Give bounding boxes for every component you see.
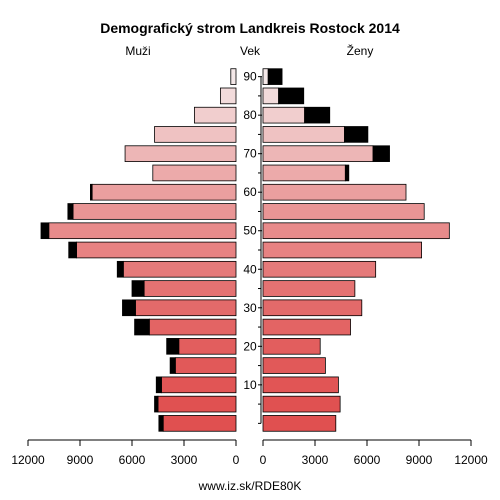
women-surplus-65-69 xyxy=(344,164,350,182)
women-x-tick-label: 12000 xyxy=(454,453,488,467)
men-surplus-10-14 xyxy=(155,376,162,394)
women-bar-25-29 xyxy=(262,318,351,336)
women-bar-50-54 xyxy=(262,222,450,240)
men-surplus-40-44 xyxy=(116,260,124,278)
men-bar-40-44 xyxy=(122,260,237,278)
women-bar-40-44 xyxy=(262,260,377,278)
men-surplus-45-49 xyxy=(68,241,77,259)
men-surplus-55-59 xyxy=(67,203,74,220)
women-bar-80-84 xyxy=(262,106,305,124)
men-surplus-15-19 xyxy=(169,357,176,374)
women-bar-60-64 xyxy=(262,183,407,201)
women-bar-85-89 xyxy=(262,87,280,105)
age-tick-label: 10 xyxy=(243,378,257,392)
women-surplus-80-84 xyxy=(304,106,331,124)
women-bar-45-49 xyxy=(262,241,423,259)
men-bar-70-74 xyxy=(124,145,237,162)
women-bar-20-24 xyxy=(262,338,321,355)
women-x-tick-label: 0 xyxy=(260,453,267,467)
men-bar-50-54 xyxy=(48,222,237,240)
women-bar-90+ xyxy=(262,68,269,85)
chart-title: Demografický strom Landkreis Rostock 201… xyxy=(100,20,400,36)
women-surplus-90+ xyxy=(267,68,283,85)
women-bar-55-59 xyxy=(262,203,425,220)
men-bar-75-79 xyxy=(154,126,237,143)
women-label: Ženy xyxy=(347,43,374,58)
men-surplus-60-64 xyxy=(90,183,93,201)
men-bar-55-59 xyxy=(72,203,237,220)
men-bars xyxy=(40,68,237,432)
men-bar-90+ xyxy=(230,68,237,85)
age-axis-label: Vek xyxy=(240,44,261,58)
age-tick-label: 70 xyxy=(243,147,257,161)
women-surplus-75-79 xyxy=(344,126,369,143)
men-bar-35-39 xyxy=(143,280,237,297)
women-bar-0-4 xyxy=(262,415,337,432)
women-bar-65-69 xyxy=(262,164,346,182)
men-x-tick-label: 12000 xyxy=(11,453,45,467)
women-bars xyxy=(262,68,450,432)
women-surplus-85-89 xyxy=(278,87,305,105)
women-x-tick-label: 6000 xyxy=(354,453,381,467)
footer-url: www.iz.sk/RDE80K xyxy=(198,479,302,493)
men-surplus-0-4 xyxy=(158,415,164,432)
men-x-tick-label: 3000 xyxy=(171,453,198,467)
men-x-tick-label: 6000 xyxy=(119,453,146,467)
men-surplus-50-54 xyxy=(40,222,50,240)
men-x-tick-label: 0 xyxy=(233,453,240,467)
men-surplus-20-24 xyxy=(166,338,180,355)
men-surplus-30-34 xyxy=(122,299,136,317)
men-bar-80-84 xyxy=(193,106,237,124)
women-bar-75-79 xyxy=(262,126,345,143)
age-tick-label: 50 xyxy=(243,224,257,238)
women-bar-5-9 xyxy=(262,395,341,413)
age-tick-label: 20 xyxy=(243,339,257,353)
men-x-tick-label: 9000 xyxy=(67,453,94,467)
age-tick-label: 90 xyxy=(243,70,257,84)
men-surplus-25-29 xyxy=(134,318,150,336)
men-surplus-35-39 xyxy=(131,280,145,297)
age-tick-label: 80 xyxy=(243,108,257,122)
men-label: Muži xyxy=(125,44,150,58)
axes: 10 20 30 40 50 60 70 80 90 12000 9000 6000 3000 0 0 300… xyxy=(11,70,488,467)
age-tick-label: 40 xyxy=(243,262,257,276)
women-bar-35-39 xyxy=(262,280,356,297)
men-bar-5-9 xyxy=(157,395,237,413)
women-surplus-70-74 xyxy=(372,145,390,162)
men-bar-25-29 xyxy=(148,318,237,336)
men-bar-65-69 xyxy=(152,164,237,182)
women-bar-15-19 xyxy=(262,357,326,374)
men-surplus-5-9 xyxy=(154,395,159,413)
men-bar-30-34 xyxy=(135,299,237,317)
women-bar-30-34 xyxy=(262,299,363,317)
women-x-tick-label: 3000 xyxy=(302,453,329,467)
men-bar-85-89 xyxy=(219,87,237,105)
women-x-tick-label: 9000 xyxy=(406,453,433,467)
age-tick-label: 60 xyxy=(243,185,257,199)
men-bar-0-4 xyxy=(162,415,237,432)
men-bar-45-49 xyxy=(76,241,237,259)
men-bar-15-19 xyxy=(174,357,237,374)
women-bar-70-74 xyxy=(262,145,374,162)
men-bar-20-24 xyxy=(178,338,237,355)
men-bar-10-14 xyxy=(161,376,237,394)
men-bar-60-64 xyxy=(91,183,237,201)
women-bar-10-14 xyxy=(262,376,339,394)
age-tick-label: 30 xyxy=(243,301,257,315)
